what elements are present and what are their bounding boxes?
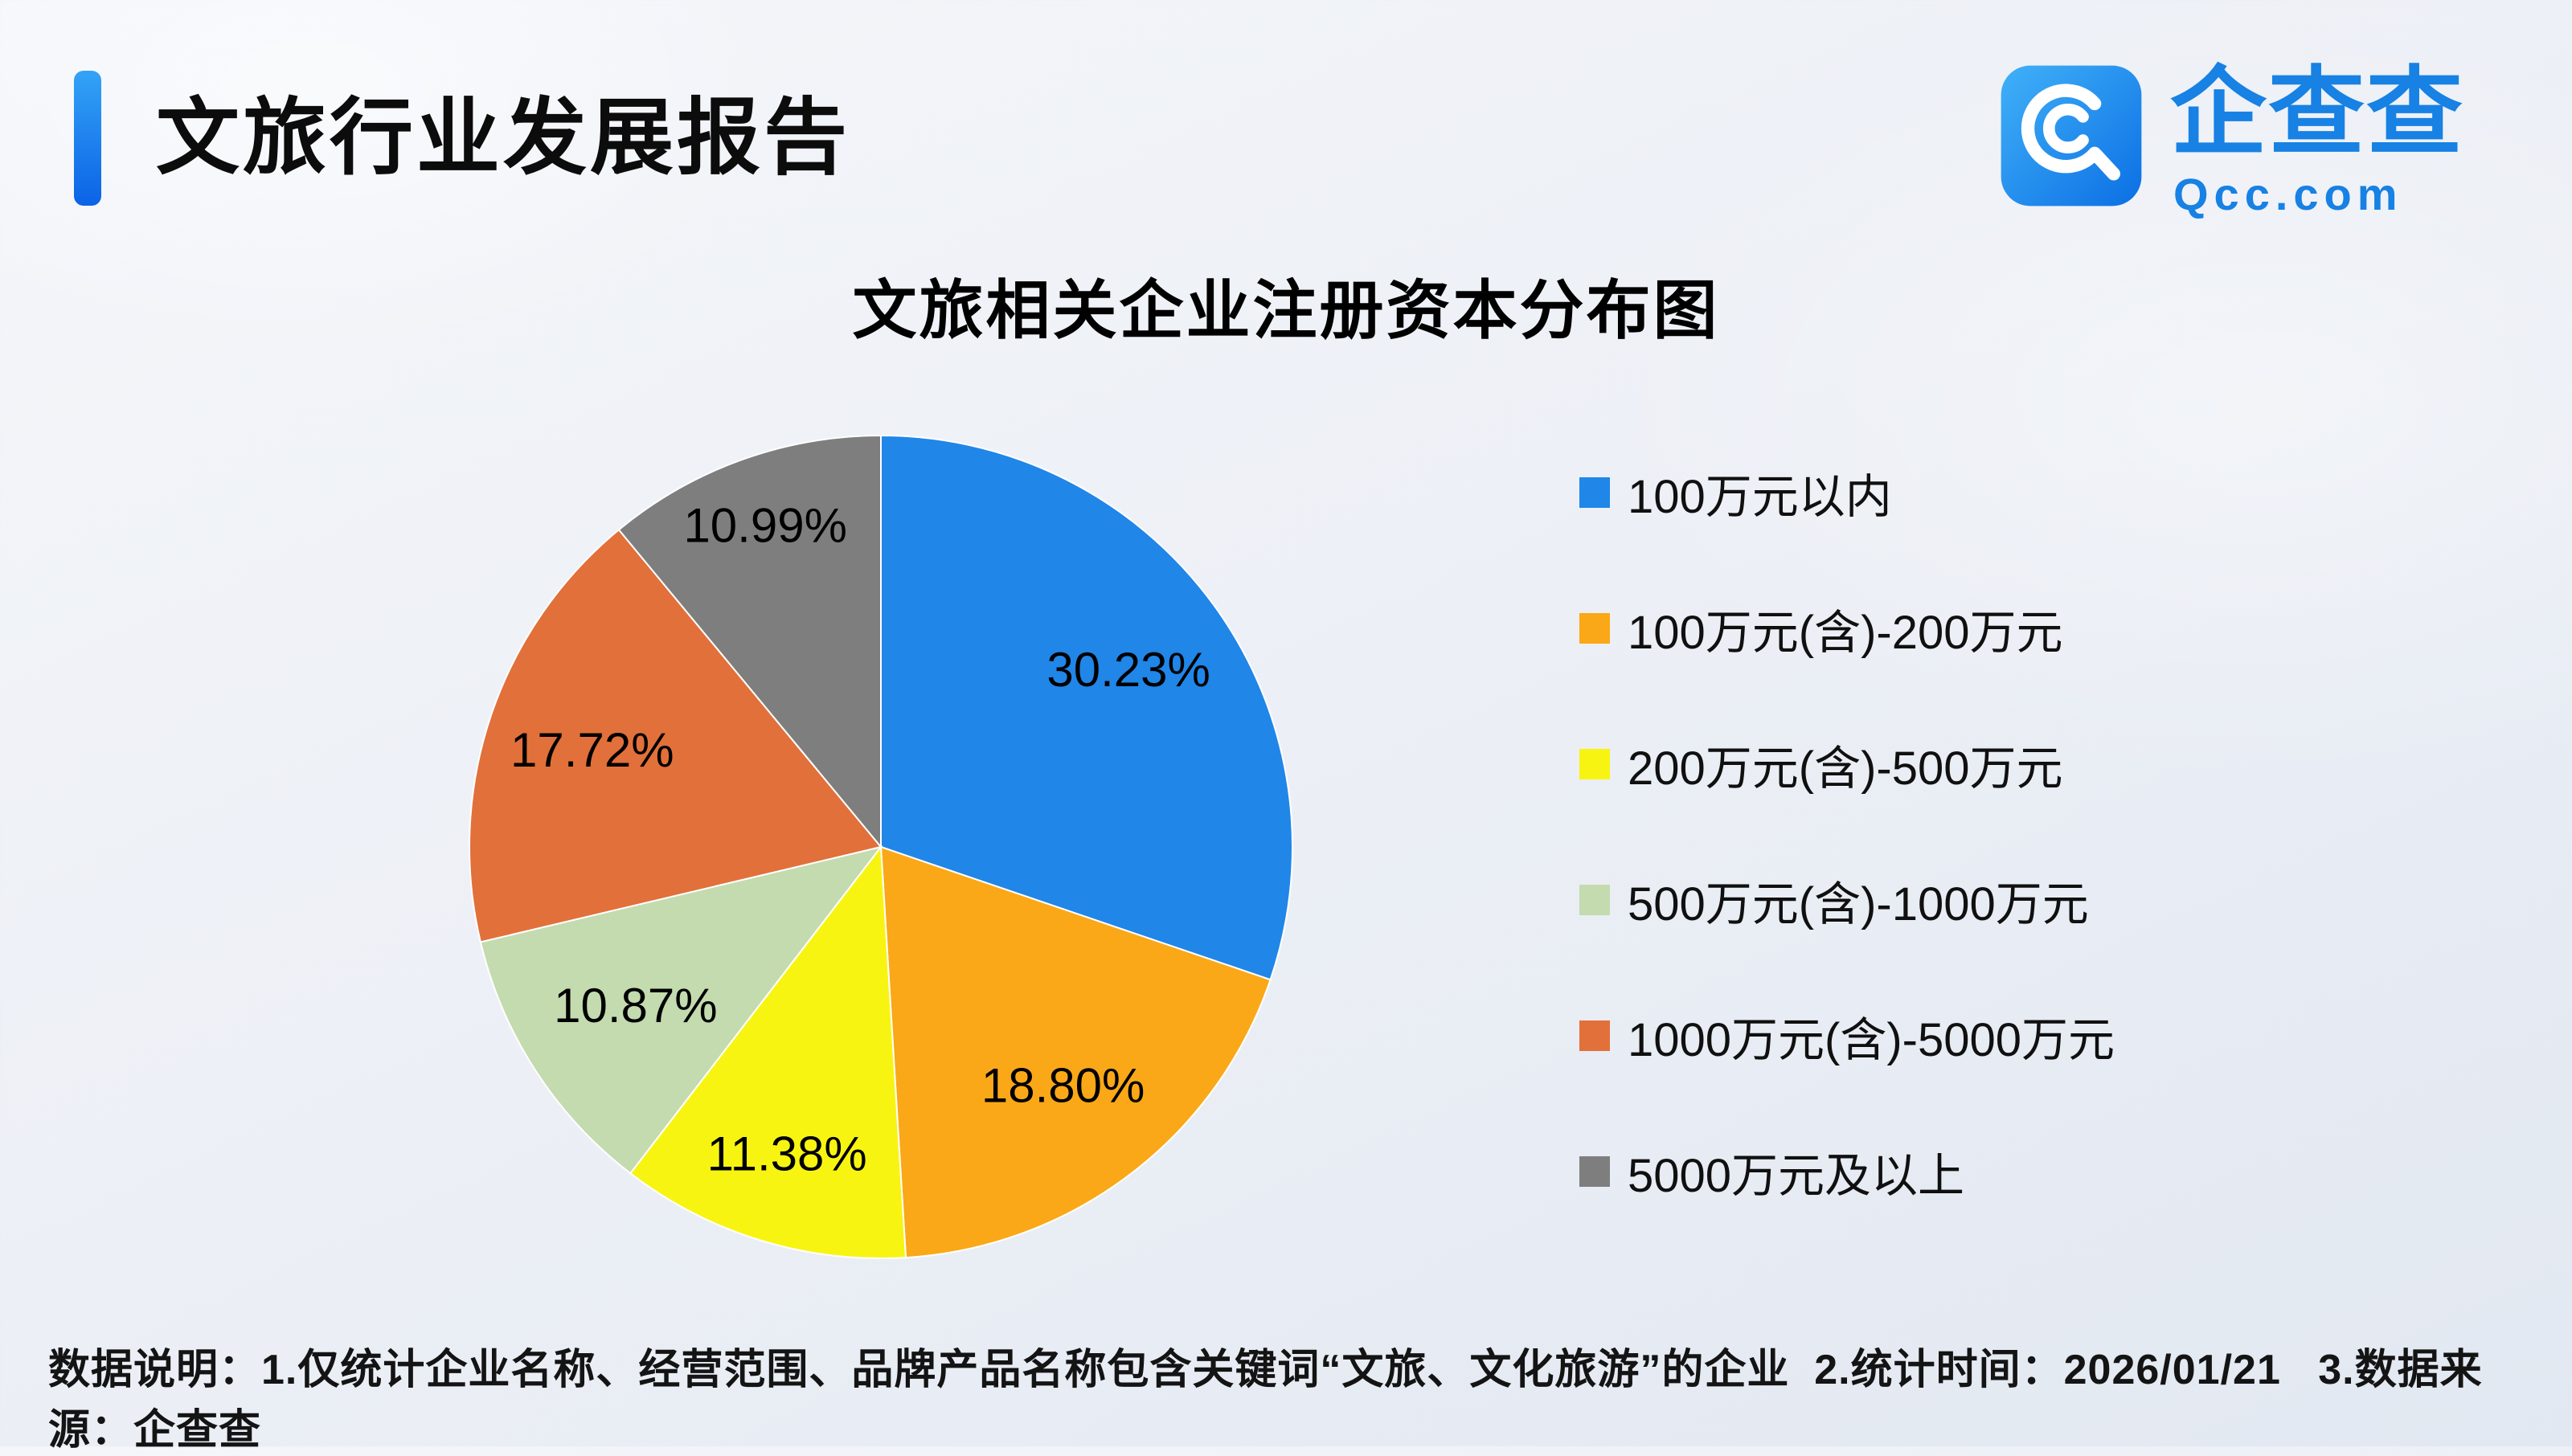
legend-label: 200万元(含)-500万元 bbox=[1628, 742, 2063, 795]
legend-label: 100万元以内 bbox=[1628, 471, 1892, 523]
legend-label: 100万元(含)-200万元 bbox=[1628, 607, 2063, 659]
brand-domain: Qcc.com bbox=[2173, 169, 2403, 219]
legend-swatch bbox=[1579, 1020, 1610, 1051]
legend-label: 1000万元(含)-5000万元 bbox=[1628, 1014, 2115, 1066]
pie-slice bbox=[479, 845, 883, 1175]
pie-slice bbox=[879, 845, 1272, 1259]
legend-swatch bbox=[1579, 885, 1610, 915]
legend-swatch bbox=[1579, 749, 1610, 779]
pie-slice bbox=[629, 845, 907, 1260]
pie-slice-label: 17.72% bbox=[510, 723, 674, 777]
pie-slice-label: 18.80% bbox=[981, 1059, 1145, 1113]
pie-chart: 30.23% 18.80% 11.38% 10.87% 17.72% 10.99% bbox=[469, 434, 1294, 1260]
legend-label: 5000万元及以上 bbox=[1628, 1150, 1965, 1202]
legend-label: 500万元(含)-1000万元 bbox=[1628, 878, 2089, 930]
qcc-magnifier-icon bbox=[1998, 63, 2144, 209]
legend: 100万元以内 100万元(含)-200万元 200万元(含)-500万元 500万元… bbox=[1579, 468, 2115, 1282]
pie-slice-label: 11.38% bbox=[707, 1127, 867, 1180]
pie-slice-label: 30.23% bbox=[1046, 643, 1210, 697]
legend-item: 500万元(含)-1000万元 bbox=[1579, 875, 2115, 930]
legend-item: 200万元(含)-500万元 bbox=[1579, 739, 2115, 795]
pie-slice-label: 10.87% bbox=[554, 979, 718, 1033]
footer-note: 数据说明：1.仅统计企业名称、经营范围、品牌产品名称包含关键词“文旅、文化旅游”… bbox=[48, 1347, 2483, 1454]
brand-name: 企查查 bbox=[2170, 59, 2464, 166]
pie-slice bbox=[880, 434, 1294, 981]
legend-swatch bbox=[1579, 477, 1610, 508]
pie-slice bbox=[469, 528, 883, 943]
legend-item: 100万元(含)-200万元 bbox=[1579, 603, 2115, 659]
report-title: 文旅行业发展报告 bbox=[156, 92, 851, 185]
title-accent-bar bbox=[74, 71, 101, 206]
legend-swatch bbox=[1579, 1156, 1610, 1187]
legend-swatch bbox=[1579, 613, 1610, 644]
pie-slice-label: 10.99% bbox=[683, 499, 846, 553]
legend-item: 100万元以内 bbox=[1579, 468, 2115, 523]
legend-item: 1000万元(含)-5000万元 bbox=[1579, 1011, 2115, 1066]
legend-item: 5000万元及以上 bbox=[1579, 1147, 2115, 1202]
pie-slice bbox=[617, 434, 882, 849]
chart-title: 文旅相关企业注册资本分布图 bbox=[852, 275, 1720, 346]
